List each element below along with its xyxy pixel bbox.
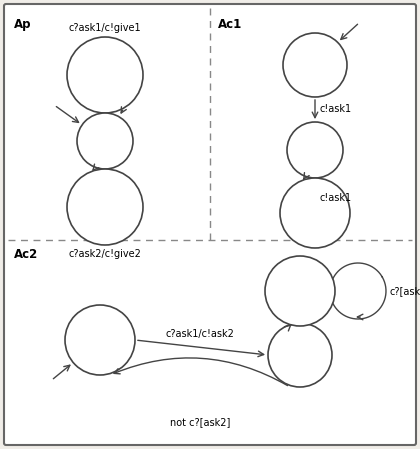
Circle shape [268, 323, 332, 387]
Circle shape [265, 256, 335, 326]
Circle shape [77, 113, 133, 169]
Circle shape [283, 33, 347, 97]
Circle shape [287, 122, 343, 178]
Circle shape [67, 169, 143, 245]
Text: c?ask1/c!ask2: c?ask1/c!ask2 [165, 330, 234, 339]
Text: Ap: Ap [14, 18, 32, 31]
Text: c?ask1/c!give1: c?ask1/c!give1 [69, 23, 141, 33]
FancyBboxPatch shape [4, 4, 416, 445]
Text: c?[ask2]: c?[ask2] [390, 286, 420, 296]
Text: Ac2: Ac2 [14, 248, 38, 261]
Circle shape [67, 37, 143, 113]
Text: c?ask2/c!give2: c?ask2/c!give2 [68, 249, 142, 259]
Circle shape [280, 178, 350, 248]
Text: Ac1: Ac1 [218, 18, 242, 31]
Text: c!ask1: c!ask1 [320, 105, 352, 114]
Circle shape [65, 305, 135, 375]
Text: c!ask1: c!ask1 [320, 193, 352, 203]
Text: not c?[ask2]: not c?[ask2] [170, 417, 230, 427]
